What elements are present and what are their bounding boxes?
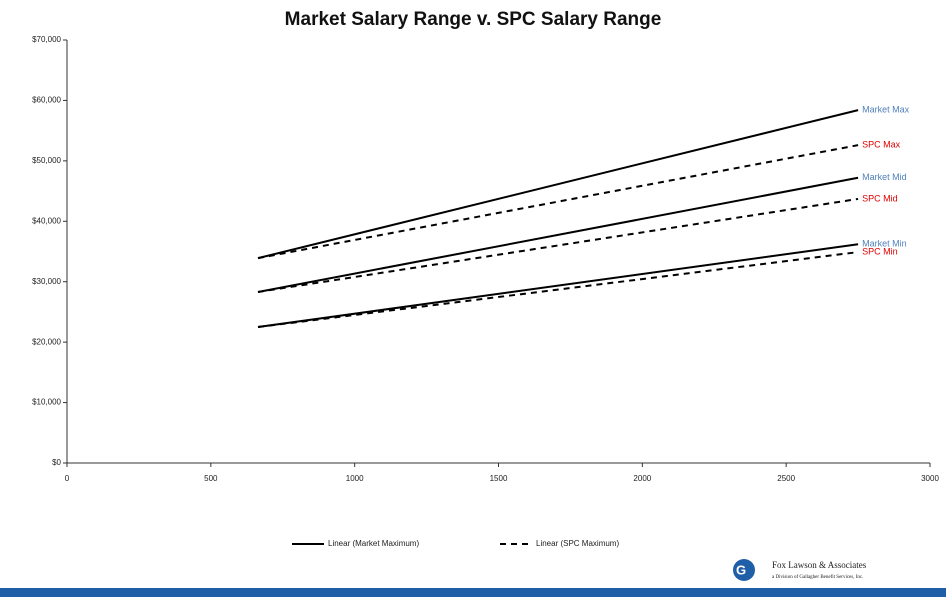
logo: G Fox Lawson & Associates a Division of …: [733, 559, 867, 581]
y-tick-label: $0: [52, 458, 61, 467]
logo-icon: [733, 559, 755, 581]
y-tick-label: $20,000: [32, 337, 61, 346]
x-tick-label: 500: [204, 474, 218, 483]
series-label: Market Min: [862, 239, 907, 249]
y-tick-label: $40,000: [32, 216, 61, 225]
company: Fox Lawson & Associates: [772, 560, 867, 570]
series-label: SPC Min: [862, 246, 898, 256]
y-tick-label: $10,000: [32, 398, 61, 407]
x-tick-label: 0: [65, 474, 70, 483]
x-tick-label: 1500: [490, 474, 508, 483]
y-tick-label: $30,000: [32, 277, 61, 286]
series-label: Market Max: [862, 104, 910, 114]
series-label: SPC Max: [862, 140, 901, 150]
x-tick-label: 2500: [777, 474, 795, 483]
trend-line: [257, 251, 859, 329]
trend-line: [257, 109, 859, 260]
logo-letter: G: [736, 562, 746, 577]
footer-bar: [0, 588, 946, 597]
trend-line: [257, 176, 859, 293]
y-tick-label: $60,000: [32, 96, 61, 105]
y-tick-label: $70,000: [32, 35, 61, 44]
x-tick-label: 1000: [346, 474, 364, 483]
trend-line: [257, 144, 859, 260]
x-tick-label: 3000: [921, 474, 939, 483]
y-tick-label: $50,000: [32, 156, 61, 165]
legend-label: Linear (SPC Maximum): [536, 539, 619, 548]
series-label: Market Mid: [862, 172, 907, 182]
division: a Division of Gallagher Benefit Services…: [772, 575, 863, 580]
legend-label: Linear (Market Maximum): [328, 539, 419, 548]
trend-line: [257, 243, 859, 329]
series-label: SPC Mid: [862, 193, 898, 203]
trend-line: [257, 197, 859, 293]
x-tick-label: 2000: [633, 474, 651, 483]
chart-title: Market Salary Range v. SPC Salary Range: [285, 9, 662, 30]
